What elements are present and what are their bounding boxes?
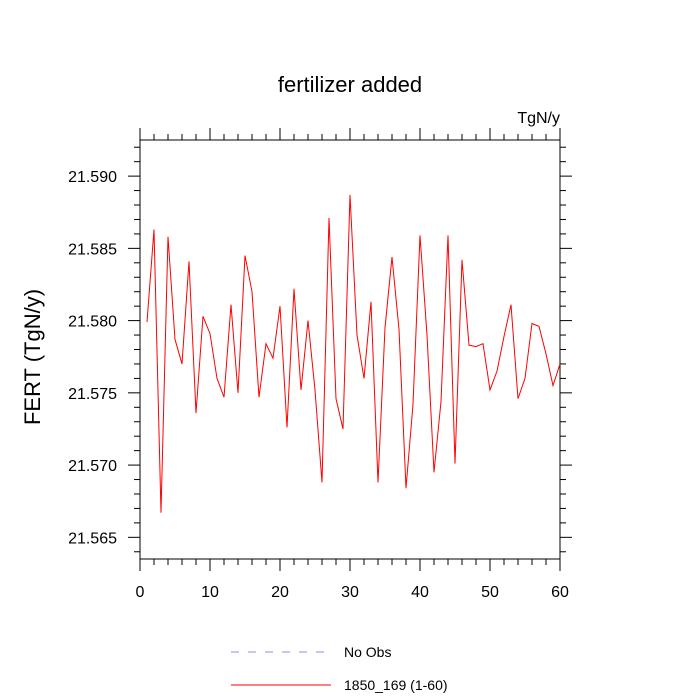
x-tick-label: 60 <box>551 584 569 601</box>
x-tick-label: 10 <box>201 584 219 601</box>
x-tick-label: 30 <box>341 584 359 601</box>
series-line <box>146 194 561 513</box>
y-axis-label: FERT (TgN/y) <box>20 289 45 425</box>
x-tick-label: 20 <box>271 584 289 601</box>
legend-label: 1850_169 (1-60) <box>344 677 448 693</box>
y-tick-label: 21.565 <box>68 530 117 547</box>
legend-label: No Obs <box>344 644 391 660</box>
series-layer <box>146 194 561 513</box>
y-tick-labels: 21.565 21.570 21.575 21.580 21.585 21.590 <box>68 169 117 547</box>
axis-ticks <box>128 128 572 571</box>
legend: No Obs 1850_169 (1-60) <box>231 644 448 693</box>
y-tick-label: 21.575 <box>68 386 117 403</box>
x-tick-label: 50 <box>481 584 499 601</box>
x-tick-label: 0 <box>136 584 145 601</box>
y-tick-label: 21.585 <box>68 241 117 258</box>
y-tick-label: 21.580 <box>68 314 117 331</box>
chart-title: fertilizer added <box>278 72 422 97</box>
y-tick-label: 21.570 <box>68 458 117 475</box>
units-label: TgN/y <box>517 110 560 127</box>
y-tick-label: 21.590 <box>68 169 117 186</box>
x-tick-label: 40 <box>411 584 429 601</box>
x-tick-labels: 0 10 20 30 40 50 60 <box>136 584 569 601</box>
